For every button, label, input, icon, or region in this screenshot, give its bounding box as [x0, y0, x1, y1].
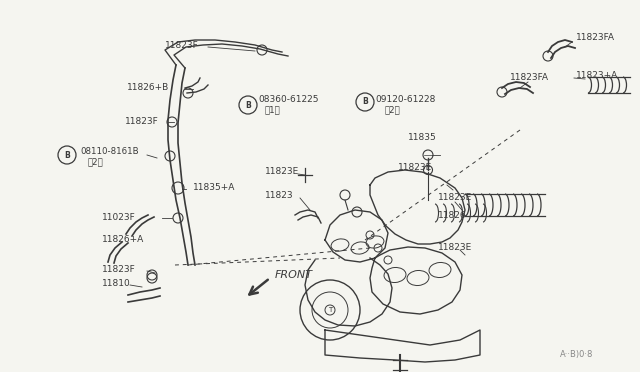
Circle shape — [58, 146, 76, 164]
Circle shape — [239, 96, 257, 114]
Text: 11823F: 11823F — [125, 118, 159, 126]
Text: B: B — [64, 151, 70, 160]
Text: 11835+A: 11835+A — [193, 183, 236, 192]
Text: 09120-61228: 09120-61228 — [375, 96, 435, 105]
Text: 08360-61225: 08360-61225 — [258, 96, 319, 105]
Text: 11823E: 11823E — [438, 244, 472, 253]
Text: 11823FA: 11823FA — [510, 74, 549, 83]
Circle shape — [356, 93, 374, 111]
Text: 〈2〉: 〈2〉 — [385, 106, 401, 115]
Text: 11810: 11810 — [102, 279, 131, 289]
Text: 11823E: 11823E — [438, 193, 472, 202]
Text: （1）: （1） — [265, 106, 281, 115]
Text: A··B)0·8: A··B)0·8 — [560, 350, 593, 359]
Text: 11023F: 11023F — [102, 214, 136, 222]
Text: 11823: 11823 — [265, 190, 294, 199]
Text: 11823E: 11823E — [398, 164, 432, 173]
Text: B: B — [245, 100, 251, 109]
Text: 11823+A: 11823+A — [576, 71, 618, 80]
Text: 11835: 11835 — [408, 134, 436, 142]
Text: T: T — [328, 307, 332, 313]
Text: 11823FA: 11823FA — [576, 33, 615, 42]
Text: 08110-8161B: 08110-8161B — [80, 148, 139, 157]
Text: FRONT: FRONT — [275, 270, 313, 280]
Text: 11823F: 11823F — [102, 266, 136, 275]
Text: 11826+A: 11826+A — [102, 235, 144, 244]
Text: 11826: 11826 — [438, 211, 467, 219]
Text: 〈2〉: 〈2〉 — [88, 157, 104, 167]
Text: 11823E: 11823E — [265, 167, 300, 176]
Text: B: B — [362, 97, 368, 106]
Text: 11823F: 11823F — [165, 42, 199, 51]
Text: 11826+B: 11826+B — [127, 83, 169, 93]
